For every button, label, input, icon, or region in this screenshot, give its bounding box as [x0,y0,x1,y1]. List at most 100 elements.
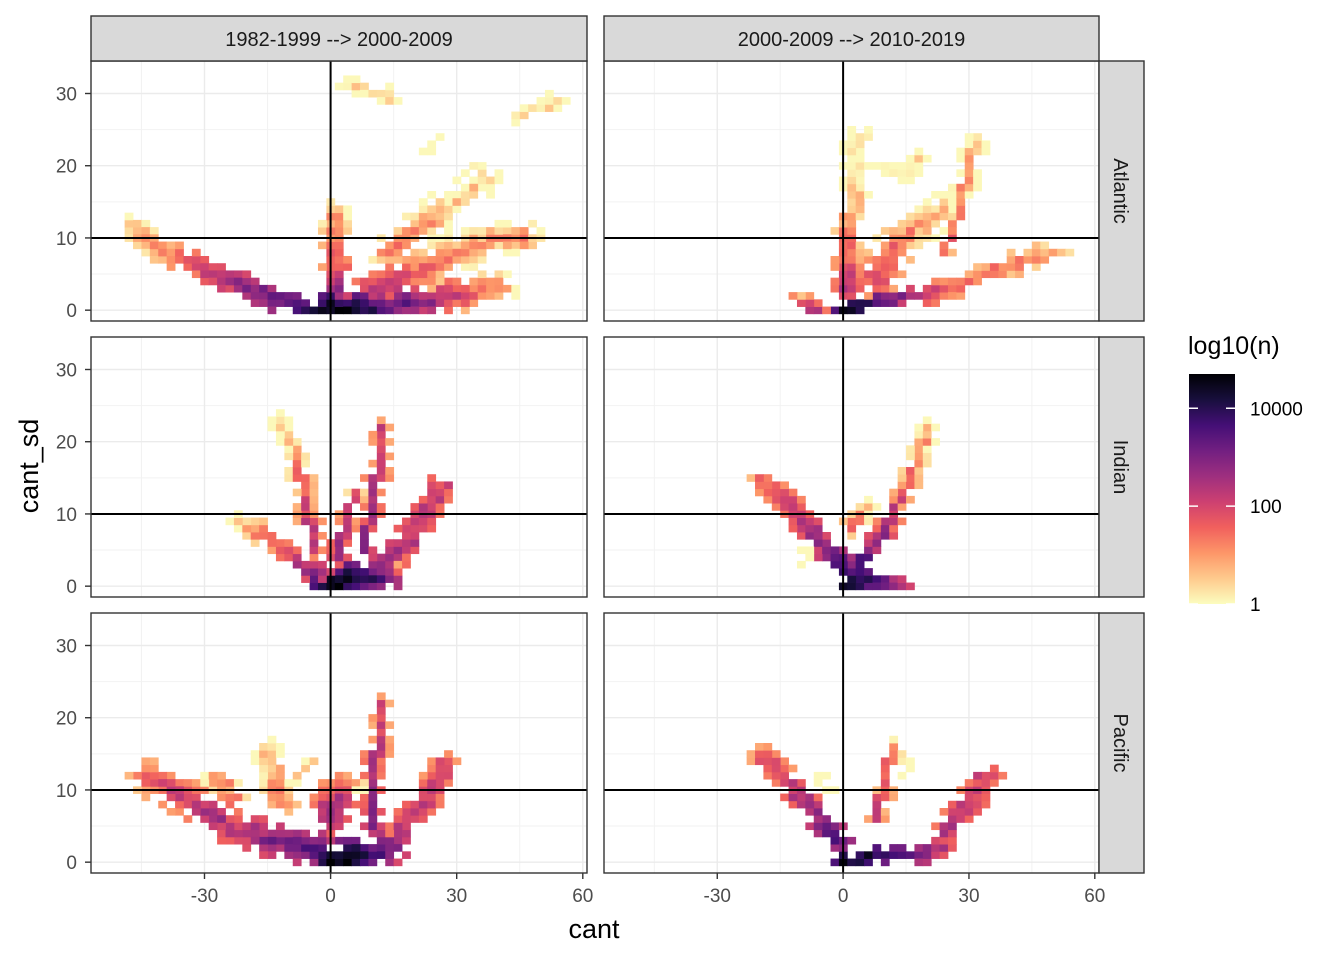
heatmap-tile [360,488,369,497]
heatmap-tile [376,735,386,744]
heatmap-tile [864,162,873,170]
heatmap-tile [368,757,378,766]
heatmap-tile [259,517,268,526]
heatmap-tile [385,829,395,838]
heatmap-tile [175,779,184,787]
heatmap-tile [309,793,319,802]
heatmap-tile [444,488,453,497]
heatmap-tile [931,212,940,221]
heatmap-tile [813,553,823,562]
heatmap-tile [872,299,882,307]
row-strip-label: Indian [1109,440,1131,495]
heatmap-tile [360,277,369,286]
row-strip-atlantic: Atlantic [1098,60,1145,322]
heatmap-tile [267,836,277,845]
heatmap-tile [452,198,462,206]
heatmap-tile [922,851,932,859]
heatmap-tile [780,793,789,802]
heatmap-tile [1031,248,1041,257]
heatmap-tile [922,219,932,228]
heatmap-tile [452,292,462,300]
heatmap-tile [368,89,378,98]
heatmap-tile [141,757,151,766]
heatmap-tile [830,546,840,555]
heatmap-tile [1015,270,1024,279]
heatmap-tile [864,851,873,859]
heatmap-tile [780,779,789,787]
heatmap-tile [334,851,344,859]
heatmap-tile [981,270,991,279]
heatmap-tile [275,299,285,307]
heatmap-tile [233,517,243,526]
heatmap-tile [914,467,924,475]
heatmap-tile [410,227,420,235]
heatmap-tile [1065,248,1075,257]
heatmap-tile [402,808,411,816]
heatmap-tile [402,553,411,562]
heatmap-tile [376,292,386,300]
heatmap-tile [796,546,806,555]
heatmap-tile [855,183,865,192]
heatmap-tile [200,808,210,816]
heatmap-tile [301,488,310,497]
heatmap-tile [847,162,857,170]
heatmap-tile [385,467,395,475]
heatmap-tile [343,488,353,497]
heatmap-tile [317,575,327,583]
heatmap-tile [906,292,915,300]
heatmap-tile [368,481,378,490]
heatmap-tile [939,836,949,845]
heatmap-tile [200,277,210,286]
heatmap-tile [376,256,386,264]
heatmap-tile [939,248,949,257]
heatmap-tile [947,808,957,816]
heatmap-tile [292,858,302,867]
heatmap-tile [225,822,235,831]
heatmap-tile [427,277,437,286]
heatmap-tile [964,800,974,809]
heatmap-tile [427,306,437,315]
heatmap-tile [309,568,319,576]
heatmap-tile [477,277,487,286]
heatmap-tile [410,546,420,555]
heatmap-tile [889,488,899,497]
heatmap-tile [385,539,395,547]
heatmap-tile [864,575,873,583]
heatmap-tile [469,263,479,271]
heatmap-tile [855,169,865,177]
heatmap-tile [418,227,428,235]
heatmap-tile [402,539,411,547]
heatmap-tile [376,836,386,845]
heatmap-tile [292,779,302,787]
heatmap-tile [763,481,773,490]
heatmap-tile [947,829,957,838]
heatmap-tile [1023,248,1033,257]
heatmap-tile [889,743,899,751]
heatmap-tile [822,553,831,562]
heatmap-tile [880,771,890,780]
heatmap-tile [880,764,890,773]
heatmap-tile [880,757,890,766]
heatmap-tile [376,714,386,722]
heatmap-tile [494,277,504,286]
heatmap-tile [334,836,344,845]
heatmap-tile [368,277,378,286]
heatmap-tile [469,256,479,264]
heatmap-tile [922,445,932,453]
heatmap-tile [872,546,882,555]
heatmap-tile [805,800,815,809]
heatmap-tile [393,256,403,264]
heatmap-tile [788,517,798,526]
heatmap-tile [444,764,453,773]
heatmap-tile [334,800,344,809]
heatmap-tile [158,248,168,257]
heatmap-tile [385,568,395,576]
heatmap-tile [805,292,815,300]
heatmap-tile [242,270,252,279]
heatmap-tile [410,503,420,511]
heatmap-tile [343,779,353,787]
heatmap-tile [360,575,369,583]
heatmap-tiles [225,409,453,591]
heatmap-tile [444,750,453,758]
heatmap-tile [813,779,823,787]
